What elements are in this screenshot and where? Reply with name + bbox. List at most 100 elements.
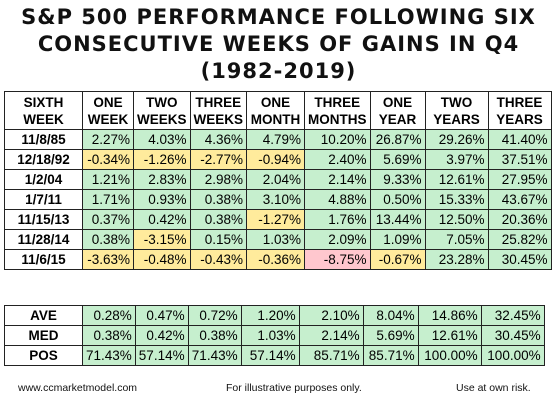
return-cell: 3.10%: [246, 189, 306, 210]
row-date-label: 11/6/15: [4, 249, 83, 270]
return-cell: -0.34%: [82, 149, 134, 170]
summary-cell: 71.43%: [82, 345, 136, 366]
summary-row: MED 0.38% 0.42% 0.38% 1.03% 2.14% 5.69% 12.61% 3…: [4, 325, 545, 346]
return-cell: 4.36%: [189, 129, 248, 150]
column-header: ONE WEEK: [82, 91, 134, 130]
return-cell: 2.14%: [304, 169, 371, 190]
return-cell: 2.27%: [82, 129, 134, 150]
return-cell: 0.42%: [133, 209, 191, 230]
summary-cell: 1.03%: [240, 325, 300, 346]
summary-cell: 85.71%: [362, 345, 419, 366]
return-cell: 41.40%: [487, 129, 552, 150]
return-cell: 10.20%: [304, 129, 371, 150]
return-cell: 0.38%: [82, 229, 134, 250]
chart-title-line-1: S&P 500 PERFORMANCE FOLLOWING SIX: [21, 5, 536, 29]
return-cell: 1.21%: [82, 169, 134, 190]
return-cell: 0.38%: [189, 189, 248, 210]
column-header: THREE YEARS: [487, 91, 552, 130]
row-date-label: 1/7/11: [4, 189, 83, 210]
table-row: 11/6/15 -3.63% -0.48% -0.43% -0.36% -8.75% -0.…: [4, 249, 552, 270]
return-cell: -1.27%: [246, 209, 306, 230]
return-cell: 0.15%: [189, 229, 248, 250]
return-cell: 23.28%: [424, 249, 489, 270]
summary-cell: 1.20%: [240, 305, 300, 326]
return-cell: 1.71%: [82, 189, 134, 210]
table-row: 12/18/92 -0.34% -1.26% -2.77% -0.94% 2.40% 5.6…: [4, 149, 552, 170]
summary-cell: 85.71%: [298, 345, 364, 366]
return-cell: 1.03%: [246, 229, 306, 250]
summary-cell: 71.43%: [187, 345, 242, 366]
return-cell: 25.82%: [487, 229, 552, 250]
return-cell: 4.79%: [246, 129, 306, 150]
summary-cell: 8.04%: [362, 305, 419, 326]
column-header: TWO YEARS: [424, 91, 489, 130]
performance-table: SIXTH WEEK ONE WEEK TWO WEEKS THREE WEEKS ONE MON…: [4, 91, 552, 270]
return-cell: 2.40%: [304, 149, 371, 170]
return-cell: -0.67%: [369, 249, 426, 270]
summary-label: MED: [4, 325, 83, 346]
summary-label: AVE: [4, 305, 83, 326]
return-cell: 2.04%: [246, 169, 306, 190]
summary-row: AVE 0.28% 0.47% 0.72% 1.20% 2.10% 8.04% 14.86% 3…: [4, 305, 545, 326]
footer-risk-note: Use at own risk.: [456, 382, 531, 394]
return-cell: 2.83%: [133, 169, 191, 190]
table-row: 11/28/14 0.38% -3.15% 0.15% 1.03% 2.09% 1.09% 7…: [4, 229, 552, 250]
summary-row: POS 71.43% 57.14% 71.43% 57.14% 85.71% 85.71% 1…: [4, 345, 545, 366]
row-date-label: 11/8/85: [4, 129, 83, 150]
return-cell: 7.05%: [424, 229, 489, 250]
column-header: THREE MONTHS: [304, 91, 371, 130]
return-cell: -1.26%: [133, 149, 191, 170]
column-header: SIXTH WEEK: [4, 91, 83, 130]
summary-cell: 0.28%: [82, 305, 136, 326]
column-header: THREE WEEKS: [189, 91, 248, 130]
return-cell: 0.38%: [189, 209, 248, 230]
return-cell: 20.36%: [487, 209, 552, 230]
summary-cell: 14.86%: [417, 305, 482, 326]
summary-table: AVE 0.28% 0.47% 0.72% 1.20% 2.10% 8.04% 14.86% 3…: [4, 305, 545, 366]
summary-cell: 57.14%: [240, 345, 300, 366]
summary-label: POS: [4, 345, 83, 366]
return-cell: 13.44%: [369, 209, 426, 230]
return-cell: 27.95%: [487, 169, 552, 190]
row-date-label: 12/18/92: [4, 149, 83, 170]
table-row: 11/15/13 0.37% 0.42% 0.38% -1.27% 1.76% 13.44%…: [4, 209, 552, 230]
summary-cell: 32.45%: [480, 305, 545, 326]
return-cell: -3.15%: [133, 229, 191, 250]
row-date-label: 1/2/04: [4, 169, 83, 190]
return-cell: 26.87%: [369, 129, 426, 150]
row-date-label: 11/15/13: [4, 209, 83, 230]
return-cell: -3.63%: [82, 249, 134, 270]
summary-cell: 12.61%: [417, 325, 482, 346]
summary-cell: 2.10%: [298, 305, 364, 326]
summary-cell: 0.47%: [134, 305, 189, 326]
return-cell: 2.98%: [189, 169, 248, 190]
return-cell: -0.94%: [246, 149, 306, 170]
footer-website: www.ccmarketmodel.com: [18, 382, 138, 394]
return-cell: 1.09%: [369, 229, 426, 250]
summary-cell: 30.45%: [480, 325, 545, 346]
return-cell: 3.97%: [424, 149, 489, 170]
column-header: ONE YEAR: [369, 91, 426, 130]
column-header: ONE MONTH: [246, 91, 306, 130]
footer-disclaimer: For illustrative purposes only.: [226, 382, 362, 394]
summary-cell: 100.00%: [417, 345, 482, 366]
return-cell: 43.67%: [487, 189, 552, 210]
return-cell: 4.88%: [304, 189, 371, 210]
summary-cell: 5.69%: [362, 325, 419, 346]
chart-title-line-2: CONSECUTIVE WEEKS OF GAINS IN Q4: [37, 32, 520, 56]
chart-title-line-3: (1982-2019): [200, 59, 357, 83]
return-cell: 15.33%: [424, 189, 489, 210]
table-row: 1/7/11 1.71% 0.93% 0.38% 3.10% 4.88% 0.50% 15.3…: [4, 189, 552, 210]
table-row: 1/2/04 1.21% 2.83% 2.98% 2.04% 2.14% 9.33% 12.6…: [4, 169, 552, 190]
return-cell: 37.51%: [487, 149, 552, 170]
return-cell: 9.33%: [369, 169, 426, 190]
summary-cell: 0.72%: [187, 305, 242, 326]
return-cell: 0.50%: [369, 189, 426, 210]
return-cell: 29.26%: [424, 129, 489, 150]
return-cell: -2.77%: [189, 149, 248, 170]
return-cell: 2.09%: [304, 229, 371, 250]
table-row: 11/8/85 2.27% 4.03% 4.36% 4.79% 10.20% 26.87% 2…: [4, 129, 552, 150]
return-cell: -0.36%: [246, 249, 306, 270]
summary-cell: 57.14%: [134, 345, 189, 366]
row-date-label: 11/28/14: [4, 229, 83, 250]
